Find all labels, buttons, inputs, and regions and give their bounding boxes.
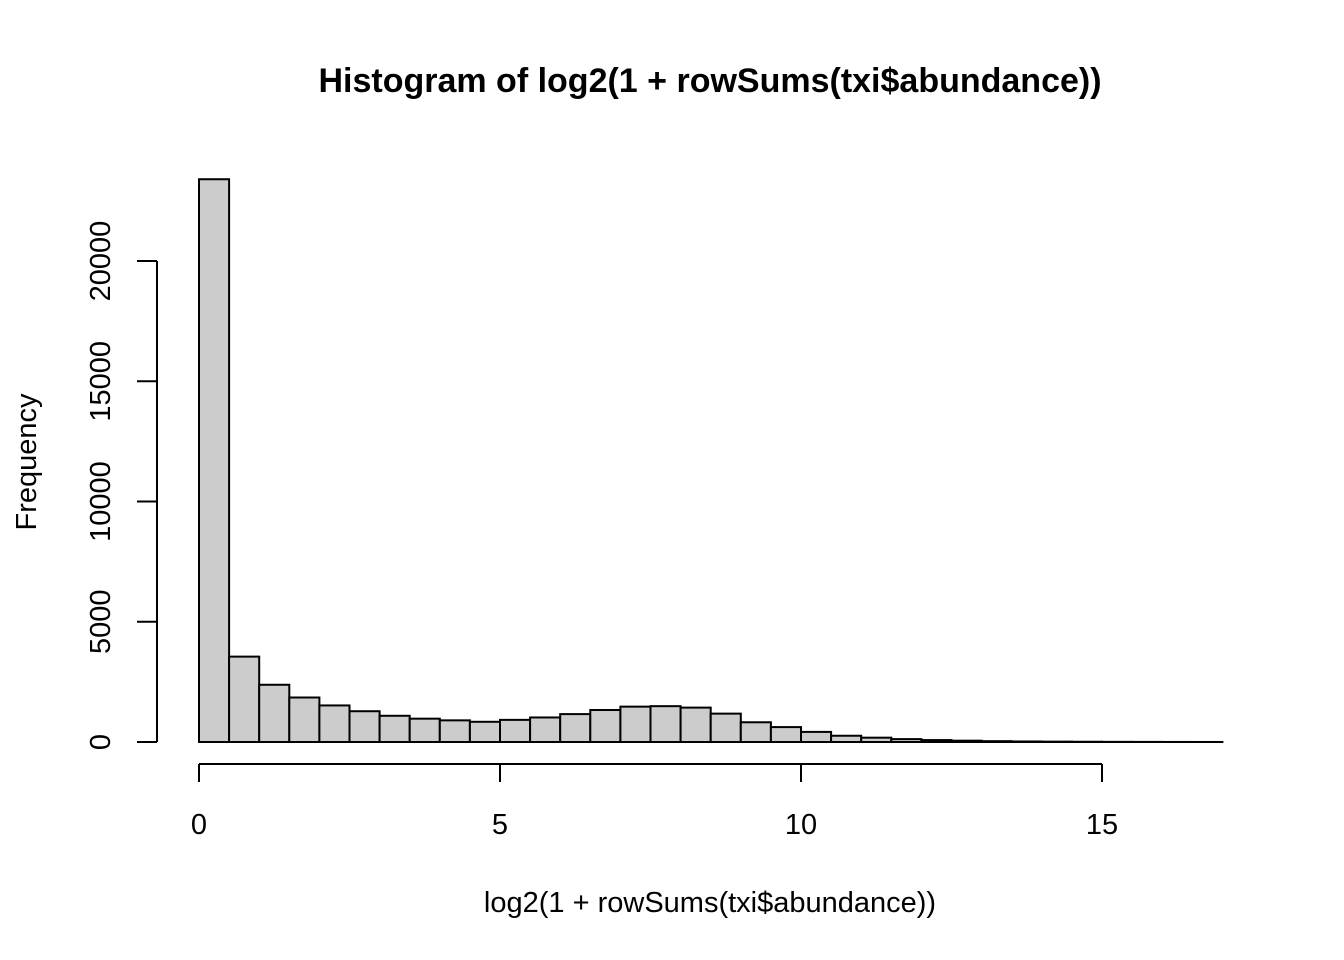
- histogram-bar: [438, 719, 471, 743]
- histogram-bar: [288, 696, 321, 744]
- histogram-bar: [499, 718, 532, 744]
- chart-title: Histogram of log2(1 + rowSums(txi$abunda…: [318, 62, 1101, 100]
- histogram-bar: [920, 739, 953, 743]
- x-axis: 0 5 10 15: [191, 763, 1118, 841]
- x-tick-label: 15: [1086, 809, 1118, 841]
- histogram-bar: [378, 714, 411, 744]
- histogram-bar: [408, 717, 441, 744]
- y-tick-label: 5000: [85, 589, 117, 654]
- histogram-bar: [228, 655, 261, 743]
- y-axis-label: Frequency: [11, 393, 43, 531]
- histogram-bar: [619, 705, 652, 743]
- histogram-bar: [830, 734, 863, 744]
- histogram-bar: [709, 712, 742, 743]
- histogram-bar: [800, 730, 833, 743]
- histogram-bar: [739, 721, 772, 743]
- histogram-bar: [679, 706, 712, 744]
- x-tick-label: 10: [785, 809, 817, 841]
- histogram-bar: [860, 736, 893, 744]
- histogram-bar: [468, 720, 501, 743]
- y-tick-label: 0: [85, 734, 117, 750]
- histogram-bar: [198, 178, 231, 744]
- histogram-bar: [649, 705, 682, 744]
- histogram-bar: [589, 709, 622, 743]
- histogram-bar: [318, 704, 351, 743]
- y-tick-label: 20000: [85, 221, 117, 302]
- x-axis-label: log2(1 + rowSums(txi$abundance)): [484, 887, 936, 919]
- y-tick-label: 15000: [85, 341, 117, 422]
- histogram-bars: [198, 178, 1224, 744]
- y-axis: 0 5000 10000 15000 20000: [85, 221, 158, 750]
- histogram-bar: [258, 683, 291, 743]
- histogram-bar: [348, 710, 381, 744]
- y-tick-label: 10000: [85, 461, 117, 542]
- histogram-bar: [769, 726, 803, 743]
- histogram-bar: [1010, 740, 1043, 743]
- histogram-bar: [980, 740, 1013, 744]
- histogram-bar: [950, 739, 983, 743]
- histogram-bar: [529, 716, 562, 743]
- histogram-bar: [890, 738, 923, 744]
- x-tick-label: 0: [191, 809, 207, 841]
- histogram-bar: [559, 713, 592, 743]
- x-tick-label: 5: [492, 809, 508, 841]
